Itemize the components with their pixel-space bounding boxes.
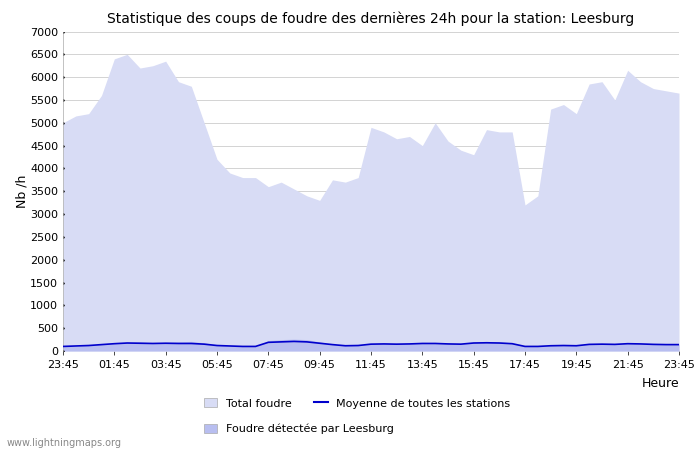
- Title: Statistique des coups de foudre des dernières 24h pour la station: Leesburg: Statistique des coups de foudre des dern…: [107, 12, 635, 26]
- Y-axis label: Nb /h: Nb /h: [15, 175, 29, 208]
- Text: www.lightningmaps.org: www.lightningmaps.org: [7, 438, 122, 448]
- X-axis label: Heure: Heure: [641, 377, 679, 390]
- Legend: Foudre détectée par Leesburg: Foudre détectée par Leesburg: [204, 423, 394, 434]
